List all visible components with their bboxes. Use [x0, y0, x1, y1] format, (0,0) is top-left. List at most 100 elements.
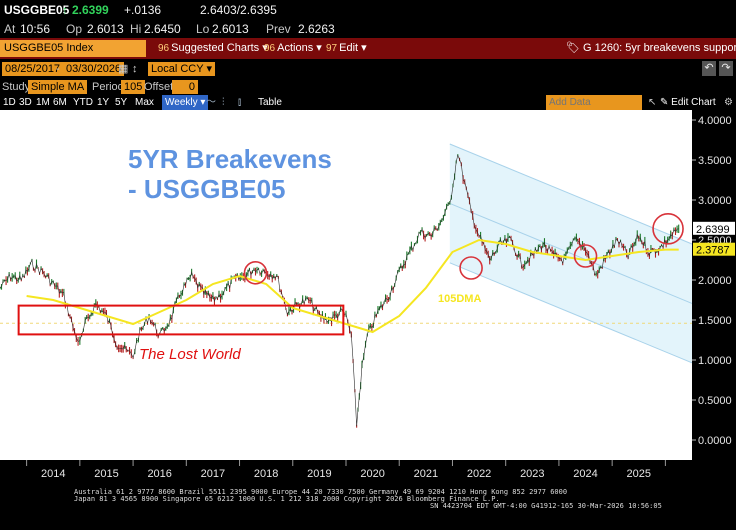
start-date-field[interactable]: 08/25/2017	[2, 62, 64, 76]
end-date-field[interactable]: 03/30/2026	[63, 62, 125, 76]
add-data-input[interactable]	[546, 95, 642, 110]
study-bar: Study Simple MA Period 105 Offset 0	[0, 79, 736, 95]
price-change: +.0136	[124, 3, 162, 17]
edit-menu[interactable]: 97 Edit ▾	[326, 38, 367, 59]
open-value: 2.6013	[87, 22, 124, 36]
caret-down-icon: ▾	[316, 42, 322, 54]
y-tick-label: 1.0000	[698, 355, 732, 367]
x-tick-label: 2018	[254, 468, 278, 480]
channel-mid-line	[449, 202, 693, 304]
chart: 5YR Breakevens - USGGBE05 The Lost World…	[0, 110, 736, 486]
calendar-icon[interactable]: ▦	[118, 63, 129, 75]
highlight-circle	[243, 261, 268, 285]
x-tick-label: 2014	[41, 468, 65, 480]
caret-down-icon: ▾	[262, 42, 268, 54]
y-tick-label: 3.5000	[698, 155, 732, 167]
channel-upper-line	[449, 143, 693, 245]
high-value: 2.6450	[144, 22, 181, 36]
up-arrow-icon: ↑	[62, 3, 68, 17]
value-tag-label: 2.6399	[696, 224, 730, 236]
range-bar: 1D 3D 1M 6M YTD 1Y 5Y Max Weekly ▾ 〜 ⫶ ⫾ Table …	[0, 95, 736, 110]
price-series	[0, 154, 680, 428]
ma-label: 105DMA	[438, 293, 481, 305]
highlight-circle	[459, 256, 483, 280]
actions-menu[interactable]: 96 Actions ▾	[264, 38, 322, 59]
at-label: At	[4, 22, 16, 36]
range-button-ytd[interactable]: YTD	[73, 97, 93, 108]
period-label: Period	[92, 81, 124, 93]
actions-label: Actions	[277, 42, 314, 54]
offset-field[interactable]: 0	[172, 80, 198, 94]
footer-line-2: Japan 81 3 4565 8900 Singapore 65 6212 1…	[74, 495, 500, 503]
prev-label: Prev	[266, 22, 291, 36]
edit-chart-button[interactable]: ✎ Edit Chart	[660, 95, 716, 110]
period-field[interactable]: 105	[121, 80, 146, 94]
highlight-circle	[573, 244, 598, 268]
date-separator: -	[56, 63, 60, 75]
suggested-label: Suggested Charts	[171, 42, 260, 54]
toolbar: USGGBE05 Index 96 Suggested Charts ▾ 96 Ac…	[0, 38, 736, 59]
currency-label: Local CCY	[151, 63, 204, 75]
pointer-icon[interactable]: ↖	[648, 97, 657, 108]
open-label: Op	[66, 22, 83, 36]
security-field[interactable]: USGGBE05 Index	[0, 40, 146, 57]
x-tick-label: 2021	[414, 468, 438, 480]
chart-title: 5YR Breakevens	[128, 144, 332, 174]
pencil-icon: ✎	[660, 97, 669, 108]
table-button[interactable]: Table	[258, 97, 282, 108]
prev-value: 2.6263	[298, 22, 335, 36]
date-bar: 08/25/2017 - 03/30/2026 ▦ ↕ Local CCY ▾ …	[0, 59, 736, 79]
suggested-charts-menu[interactable]: 96 Suggested Charts ▾	[158, 38, 268, 59]
x-tick-label: 2019	[307, 468, 331, 480]
channel-lower-line	[449, 262, 693, 364]
currency-select[interactable]: Local CCY ▾	[148, 62, 215, 76]
range-button-1y[interactable]: 1Y	[97, 97, 110, 108]
low-value: 2.6013	[212, 22, 249, 36]
study-select[interactable]: Simple MA	[28, 80, 88, 94]
quote-time: 10:56	[20, 22, 51, 36]
range-button-6m[interactable]: 6M	[53, 97, 67, 108]
y-tick-label: 0.5000	[698, 395, 732, 407]
x-tick-label: 2023	[520, 468, 544, 480]
value-tag-bg	[693, 221, 735, 235]
lost-world-label: The Lost World	[139, 346, 241, 363]
frequency-select[interactable]: Weekly ▾	[162, 95, 209, 110]
y-tick-label: 1.5000	[698, 315, 732, 327]
footer: Australia 61 2 9777 8600 Brazil 5511 239…	[0, 487, 736, 530]
x-axis: 2014 2015 2016 2017 2018 2019 2020 2021 2022 2023…	[26, 460, 666, 480]
range-button-max[interactable]: Max	[135, 97, 154, 108]
quote-bar: USGGBE05 ↑ 2.6399 +.0136 2.6403/2.6395	[0, 0, 736, 20]
chart-id-link[interactable]: 🏷︎ G 1260: 5yr breakevens support	[566, 38, 736, 59]
y-axis-band	[692, 110, 736, 486]
chart-subtitle: - USGGBE05	[128, 174, 286, 204]
x-tick-label: 2024	[573, 468, 597, 480]
shift-arrows-icon[interactable]: ↕	[132, 63, 138, 75]
line-type-icon[interactable]: 〜	[206, 97, 216, 108]
undo-icon[interactable]: ↶	[702, 61, 716, 76]
caret-down-icon: ▾	[361, 42, 367, 54]
price-line	[0, 154, 679, 427]
x-tick-label: 2015	[94, 468, 118, 480]
bar-type-icon[interactable]: ⫶	[222, 97, 225, 108]
x-tick-label: 2016	[147, 468, 171, 480]
edit-chart-label: Edit Chart	[671, 97, 716, 108]
y-axis: 4.00003.50003.00002.50002.00001.50001.00…	[692, 115, 732, 447]
tag-icon: 🏷︎	[566, 42, 580, 54]
gear-icon[interactable]: ⚙	[724, 97, 733, 108]
range-button-3d[interactable]: 3D	[19, 97, 32, 108]
y-tick-label: 4.0000	[698, 115, 732, 127]
frequency-label: Weekly	[165, 97, 198, 108]
offset-label: Offset	[144, 81, 174, 93]
actions-num: 96	[264, 43, 276, 54]
bid-ask: 2.6403/2.6395	[200, 3, 277, 17]
study-label: Study	[2, 81, 31, 93]
last-value-tags: 2.6399 2.3787	[693, 221, 735, 257]
redo-icon[interactable]: ↷	[719, 61, 733, 76]
edit-label: Edit	[339, 42, 359, 54]
range-button-5y[interactable]: 5Y	[115, 97, 128, 108]
range-button-1m[interactable]: 1M	[36, 97, 50, 108]
footer-line-3: SN 4423704 EDT GMT-4:00 G41912-165 30-Ma…	[430, 502, 662, 510]
suggested-num: 96	[158, 43, 170, 54]
range-button-1d[interactable]: 1D	[3, 97, 16, 108]
candle-type-icon[interactable]: ⫾	[238, 97, 242, 108]
